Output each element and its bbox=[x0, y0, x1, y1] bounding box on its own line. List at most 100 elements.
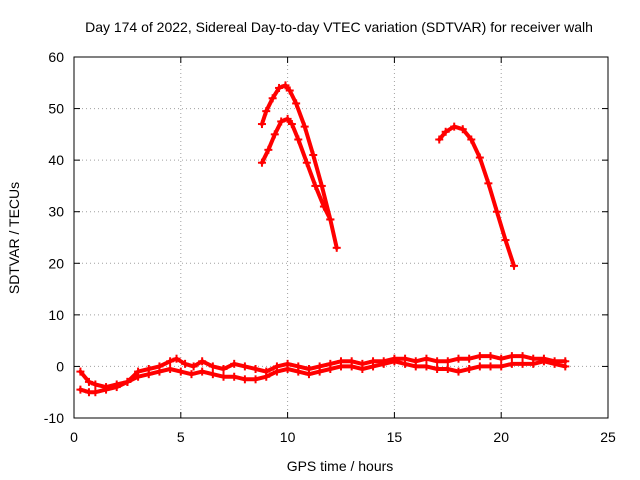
data-point bbox=[230, 372, 239, 381]
data-point bbox=[257, 158, 266, 167]
data-point bbox=[529, 359, 538, 368]
x-tick-label: 20 bbox=[493, 429, 509, 445]
data-point bbox=[219, 365, 228, 374]
data-point bbox=[264, 145, 273, 154]
data-point bbox=[155, 367, 164, 376]
data-point bbox=[497, 354, 506, 363]
data-point bbox=[435, 135, 444, 144]
data-point bbox=[501, 236, 510, 245]
data-point bbox=[510, 261, 519, 270]
data-point bbox=[309, 150, 318, 159]
data-point bbox=[315, 367, 324, 376]
data-point bbox=[304, 370, 313, 379]
x-tick-label: 15 bbox=[387, 429, 403, 445]
data-point bbox=[433, 357, 442, 366]
data-point bbox=[390, 357, 399, 366]
series-line bbox=[260, 83, 339, 250]
x-tick-label: 25 bbox=[600, 429, 616, 445]
y-tick-label: 0 bbox=[56, 358, 64, 374]
data-point bbox=[486, 362, 495, 371]
series-1 bbox=[257, 81, 341, 252]
plot-frame bbox=[73, 56, 609, 419]
data-point bbox=[458, 125, 467, 134]
series-line bbox=[437, 124, 516, 268]
y-tick-label: 60 bbox=[48, 49, 64, 65]
data-point bbox=[257, 120, 266, 129]
data-point bbox=[277, 117, 286, 126]
series-2 bbox=[257, 114, 335, 224]
data-point bbox=[134, 372, 143, 381]
data-point bbox=[285, 86, 294, 95]
data-point bbox=[539, 357, 548, 366]
data-point bbox=[270, 130, 279, 139]
y-axis-label: SDTVAR / TECUs bbox=[6, 182, 22, 294]
data-point bbox=[507, 359, 516, 368]
data-point bbox=[262, 372, 271, 381]
data-point bbox=[219, 372, 228, 381]
data-point bbox=[561, 362, 570, 371]
data-point bbox=[172, 354, 181, 363]
data-point bbox=[262, 107, 271, 116]
data-point bbox=[208, 362, 217, 371]
data-point bbox=[294, 135, 303, 144]
x-axis-label: GPS time / hours bbox=[287, 458, 394, 474]
x-tick-label: 10 bbox=[280, 429, 296, 445]
data-point bbox=[251, 375, 260, 384]
y-tick-label: 40 bbox=[48, 152, 64, 168]
data-point bbox=[379, 359, 388, 368]
data-point bbox=[84, 377, 93, 386]
data-point bbox=[275, 83, 284, 92]
data-point bbox=[454, 367, 463, 376]
data-point bbox=[166, 357, 175, 366]
data-point bbox=[326, 365, 335, 374]
data-point bbox=[550, 359, 559, 368]
data-point bbox=[497, 362, 506, 371]
data-point bbox=[166, 365, 175, 374]
data-point bbox=[144, 370, 153, 379]
data-point bbox=[251, 365, 260, 374]
chart-title: Day 174 of 2022, Sidereal Day-to-day VTE… bbox=[85, 19, 593, 35]
data-point bbox=[240, 362, 249, 371]
data-point bbox=[475, 153, 484, 162]
data-point bbox=[91, 388, 100, 397]
data-point bbox=[422, 354, 431, 363]
series-5 bbox=[76, 357, 570, 397]
data-point bbox=[181, 359, 190, 368]
data-point bbox=[454, 354, 463, 363]
data-point bbox=[198, 357, 207, 366]
data-point bbox=[465, 354, 474, 363]
data-point bbox=[268, 94, 277, 103]
data-point bbox=[283, 114, 292, 123]
data-point bbox=[76, 367, 85, 376]
data-point bbox=[465, 365, 474, 374]
data-point bbox=[319, 202, 328, 211]
data-point bbox=[369, 362, 378, 371]
data-point bbox=[332, 243, 341, 252]
data-point bbox=[76, 385, 85, 394]
data-point bbox=[176, 367, 185, 376]
series-3 bbox=[435, 122, 519, 270]
data-point bbox=[112, 383, 121, 392]
data-point bbox=[347, 362, 356, 371]
y-tick-label: 50 bbox=[48, 101, 64, 117]
data-point bbox=[287, 120, 296, 129]
data-point bbox=[198, 367, 207, 376]
data-point bbox=[443, 357, 452, 366]
data-point bbox=[475, 362, 484, 371]
data-series bbox=[76, 81, 570, 397]
data-point bbox=[518, 352, 527, 361]
data-point bbox=[281, 81, 290, 90]
data-point bbox=[283, 365, 292, 374]
data-point bbox=[123, 377, 132, 386]
data-point bbox=[208, 370, 217, 379]
y-tick-label: -10 bbox=[44, 410, 64, 426]
data-point bbox=[189, 362, 198, 371]
data-point bbox=[507, 352, 516, 361]
data-point bbox=[292, 99, 301, 108]
data-point bbox=[302, 158, 311, 167]
data-point bbox=[401, 359, 410, 368]
data-point bbox=[433, 365, 442, 374]
data-point bbox=[484, 179, 493, 188]
data-point bbox=[337, 362, 345, 371]
